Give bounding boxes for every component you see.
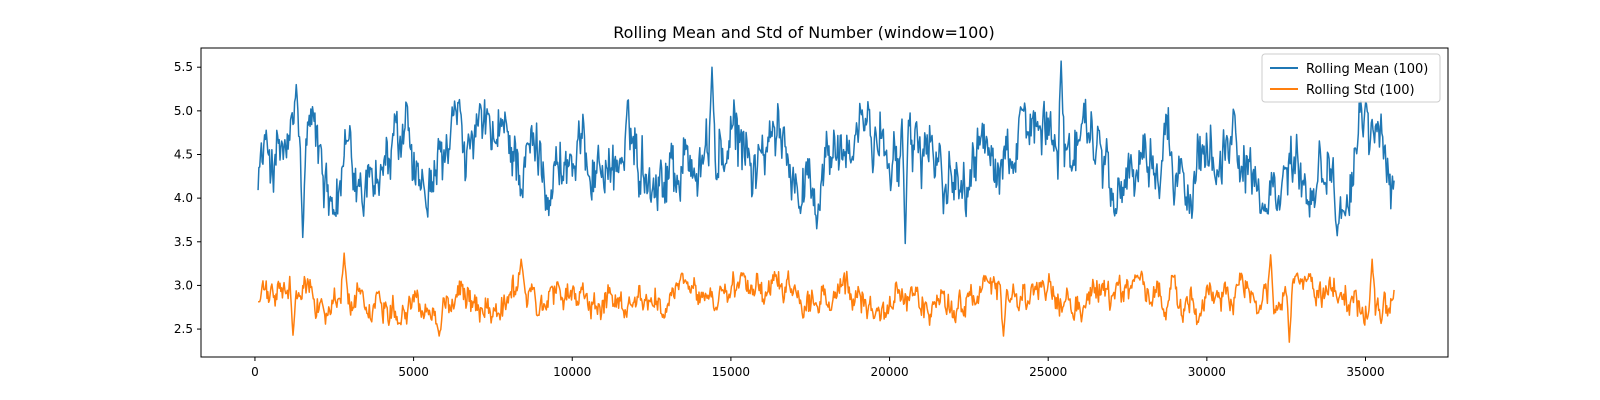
y-tick-label: 5.5 [174, 60, 193, 74]
y-tick-label: 2.5 [174, 322, 193, 336]
x-tick-label: 25000 [1029, 365, 1067, 379]
x-axis: 0 5000 10000 15000 20000 25000 30000 35000 [251, 357, 1385, 379]
chart-title: Rolling Mean and Std of Number (window=1… [613, 23, 994, 42]
x-tick-label: 20000 [870, 365, 908, 379]
x-tick-label: 10000 [553, 365, 591, 379]
x-tick-label: 5000 [398, 365, 429, 379]
legend-box [1261, 53, 1441, 103]
x-tick-label: 15000 [712, 365, 750, 379]
y-tick-label: 4.0 [174, 191, 193, 205]
plot-area [257, 60, 1395, 343]
y-tick-label: 3.0 [174, 278, 193, 292]
y-tick-label: 3.5 [174, 235, 193, 249]
y-tick-label: 4.5 [174, 147, 193, 161]
x-tick-label: 0 [251, 365, 259, 379]
plot-frame [200, 47, 1449, 358]
y-tick-label: 5.0 [174, 104, 193, 118]
legend-label: Rolling Std (100) [1306, 83, 1415, 98]
legend: Rolling Mean (100) Rolling Std (100) [1261, 53, 1441, 103]
x-tick-label: 35000 [1346, 365, 1384, 379]
y-axis: 2.5 3.0 3.5 4.0 4.5 5.0 5.5 [174, 60, 201, 336]
x-tick-label: 30000 [1188, 365, 1226, 379]
series-line-rolling-mean [257, 60, 1395, 245]
series-line-rolling-std [258, 252, 1395, 343]
legend-label: Rolling Mean (100) [1306, 62, 1428, 77]
